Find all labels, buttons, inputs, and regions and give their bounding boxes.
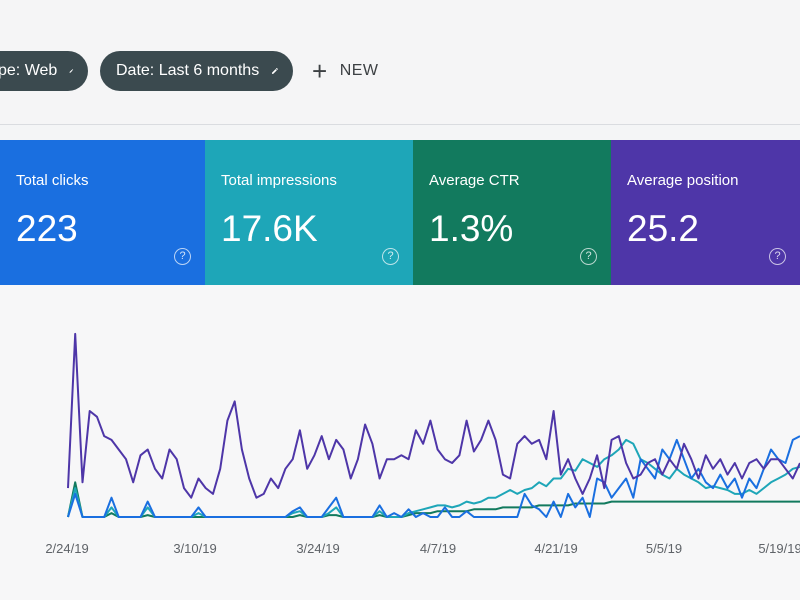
date-filter-label: Date: Last 6 months	[116, 62, 260, 79]
card-label: Average position	[627, 172, 739, 189]
pencil-icon[interactable]	[271, 63, 279, 79]
series-line-1	[67, 435, 800, 518]
filter-bar: pe: Web Date: Last 6 months + NEW	[0, 0, 800, 125]
new-filter-button[interactable]: + NEW	[312, 56, 379, 86]
average-ctr-card[interactable]: Average CTR 1.3% ?	[413, 140, 611, 285]
metric-cards: Total clicks 223 ? Total impressions 17.…	[0, 140, 800, 285]
x-tick-label: 3/10/19	[173, 541, 216, 556]
x-tick-label: 5/19/19	[758, 541, 800, 556]
total-impressions-card[interactable]: Total impressions 17.6K ?	[205, 140, 413, 285]
date-filter-chip[interactable]: Date: Last 6 months	[100, 51, 293, 91]
x-tick-label: 4/7/19	[420, 541, 456, 556]
help-icon[interactable]: ?	[174, 248, 191, 265]
pencil-icon[interactable]	[69, 63, 74, 79]
help-icon[interactable]: ?	[580, 248, 597, 265]
x-tick-label: 4/21/19	[534, 541, 577, 556]
total-clicks-card[interactable]: Total clicks 223 ?	[0, 140, 205, 285]
x-tick-label: 2/24/19	[45, 541, 88, 556]
x-tick-label: 3/24/19	[296, 541, 339, 556]
card-label: Total clicks	[16, 172, 89, 189]
x-axis-ticks: 2/24/19 3/10/19 3/24/19 4/7/19 4/21/19 5/5/19…	[45, 541, 800, 556]
series-layer	[67, 332, 800, 518]
series-line-3	[67, 481, 800, 518]
help-icon[interactable]: ?	[769, 248, 786, 265]
card-label: Total impressions	[221, 172, 337, 189]
average-position-card[interactable]: Average position 25.2 ?	[611, 140, 800, 285]
line-chart: 2/24/19 3/10/19 3/24/19 4/7/19 4/21/19 5/5/19…	[45, 332, 800, 556]
card-value: 25.2	[627, 208, 700, 249]
card-label: Average CTR	[429, 172, 520, 189]
plus-icon: +	[312, 56, 328, 86]
type-filter-label: pe: Web	[0, 62, 58, 79]
card-value: 1.3%	[429, 208, 514, 249]
performance-chart: 2/24/19 3/10/19 3/24/19 4/7/19 4/21/19 5/5/19…	[0, 285, 800, 600]
help-icon[interactable]: ?	[382, 248, 399, 265]
type-filter-chip[interactable]: pe: Web	[0, 51, 88, 91]
new-filter-label: NEW	[339, 62, 379, 79]
series-line-2	[67, 438, 800, 518]
card-value: 17.6K	[221, 208, 318, 249]
x-tick-label: 5/5/19	[646, 541, 682, 556]
series-line-0	[67, 332, 800, 499]
card-value: 223	[16, 208, 78, 249]
